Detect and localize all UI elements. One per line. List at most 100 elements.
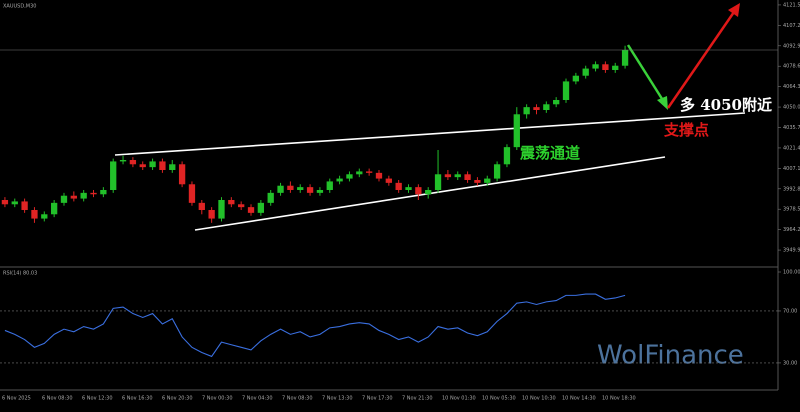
candle-body [602, 64, 609, 70]
candle-body [139, 164, 146, 168]
x-tick-label: 6 Nov 20:30 [162, 396, 193, 402]
y-tick-label: 4064.35 [783, 84, 800, 90]
annotation: 支撑点 [663, 121, 709, 139]
candle-body [572, 75, 580, 82]
annotation: 多 4050附近 [680, 96, 772, 114]
watermark: WolFinance [597, 341, 744, 371]
candle-body [247, 207, 255, 213]
candle-body [592, 64, 599, 69]
rsi-title: RSI(14) 80.03 [3, 271, 37, 277]
arrow-head [728, 3, 740, 17]
candle-body [484, 178, 491, 183]
x-tick-label: 6 Nov 12:30 [82, 396, 113, 402]
x-tick-label: 10 Nov 01:30 [442, 396, 476, 402]
x-tick-label: 10 Nov 05:30 [482, 396, 516, 402]
candle-body [41, 214, 48, 219]
candle-body [119, 160, 127, 162]
candle-body [306, 187, 314, 193]
x-tick-label: 7 Nov 17:30 [362, 396, 393, 402]
y-tick-label: 3964.25 [783, 227, 800, 233]
candle-body [80, 192, 87, 199]
y-tick-label: 3949.95 [783, 248, 800, 254]
candle-body [178, 164, 186, 185]
candle-body [395, 182, 402, 190]
candle-body [425, 190, 432, 195]
candle-body [316, 190, 324, 193]
x-tick-label: 6 Nov 08:30 [42, 396, 73, 402]
y-tick-label: 100.00 [783, 270, 800, 276]
candle-body [267, 192, 274, 203]
candle-body [287, 185, 294, 190]
y-tick-label: 30.00 [783, 360, 797, 366]
x-tick-label: 7 Nov 21:30 [402, 396, 433, 402]
x-tick-label: 7 Nov 08:30 [282, 396, 313, 402]
candle-body [356, 171, 363, 175]
rsi-line [4, 293, 626, 358]
arrow [626, 44, 666, 103]
candle-body [90, 192, 97, 195]
chart-title: XAUUSD,M30 [3, 4, 36, 10]
candle-body [257, 202, 265, 213]
candle-body [277, 185, 284, 193]
candle-body [365, 171, 373, 173]
candle-body [188, 184, 196, 203]
candle-body [503, 147, 511, 165]
candle-body [444, 174, 452, 178]
candle-body [238, 204, 245, 208]
candle-body [375, 172, 383, 179]
y-tick-label: 4007.15 [783, 166, 800, 172]
candle-body [582, 68, 589, 76]
candle-body [11, 201, 18, 205]
candle-body [21, 201, 28, 210]
y-tick-label: 3978.55 [783, 207, 800, 213]
candle-body [464, 174, 471, 180]
candle-body [297, 187, 304, 190]
candle-body [218, 200, 225, 219]
x-tick-label: 7 Nov 13:30 [322, 396, 353, 402]
arrow-head [657, 96, 668, 110]
x-tick-label: 6 Nov 16:30 [122, 396, 153, 402]
candle-body [415, 187, 422, 195]
candle-body [533, 107, 540, 110]
y-tick-label: 70.00 [783, 308, 797, 314]
candle-body [70, 195, 77, 199]
candle-body [326, 181, 333, 190]
arrow [666, 11, 736, 109]
y-tick-label: 4035.75 [783, 125, 800, 131]
candle-body [228, 200, 235, 205]
y-tick-label: 4021.45 [783, 145, 800, 151]
candle-body [543, 104, 550, 110]
y-tick-label: 4092.95 [783, 43, 800, 49]
candle-body [198, 202, 205, 210]
candle-body [149, 161, 156, 168]
x-tick-label: 10 Nov 18:30 [602, 396, 636, 402]
x-tick-label: 7 Nov 04:30 [242, 396, 273, 402]
y-tick-label: 4078.65 [783, 64, 800, 70]
candle-body [336, 178, 343, 182]
candle-body [493, 164, 501, 179]
candle-body [100, 190, 107, 195]
candle-body [129, 160, 137, 165]
y-tick-label: 3992.85 [783, 186, 800, 192]
candle-body [31, 210, 38, 219]
candle-body [562, 81, 570, 100]
candle-body [346, 174, 353, 179]
candle-body [612, 65, 619, 70]
candle-body [208, 210, 215, 219]
candle-body [169, 164, 176, 170]
x-tick-label: 10 Nov 10:30 [522, 396, 556, 402]
candle-body [60, 195, 68, 203]
candle-body [621, 50, 629, 66]
candle-body [434, 174, 442, 190]
candle-body [553, 100, 560, 105]
candle-body [474, 180, 481, 183]
y-tick-label: 4050.05 [783, 105, 800, 111]
candle-body [159, 161, 166, 170]
candle-body [405, 187, 412, 190]
candle-body [523, 107, 530, 115]
candle-body [513, 114, 520, 148]
x-tick-label: 10 Nov 14:30 [562, 396, 596, 402]
candle-body [110, 161, 117, 190]
